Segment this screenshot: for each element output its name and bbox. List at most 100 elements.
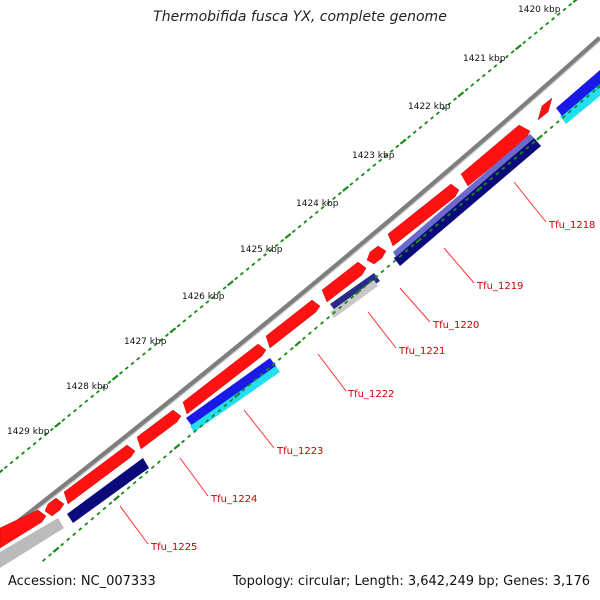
outer-tick-marks: [0, 0, 578, 474]
inner-tick: [398, 254, 403, 258]
outer-tick: [49, 427, 54, 432]
outer-tick: [556, 12, 561, 16]
outer-tick: [182, 319, 187, 323]
outer-tick: [303, 220, 308, 224]
inner-tick: [471, 192, 476, 197]
inner-tick: [507, 161, 512, 166]
outer-tick: [572, 0, 578, 4]
outer-tick: [159, 338, 164, 342]
inner-tick: [585, 94, 590, 99]
outer-tick: [349, 182, 354, 186]
outer-tick: [124, 366, 129, 370]
inner-tick: [332, 310, 337, 315]
inner-tick: [338, 305, 343, 310]
gene-reverse-dark-3: [67, 458, 149, 523]
outer-tick: [533, 31, 538, 35]
outer-tick: [383, 153, 388, 158]
forward-strand-genes: [0, 97, 553, 549]
outer-tick: [61, 418, 66, 422]
outer-tick: [297, 224, 302, 229]
inner-tick: [350, 295, 355, 300]
inner-tick: [579, 99, 584, 104]
inner-tick: [102, 506, 107, 511]
gene-forward-1: [537, 97, 553, 121]
inner-tick: [404, 249, 409, 253]
outer-tick: [476, 78, 481, 83]
gene-forward-6: [265, 299, 321, 349]
inner-tick: [247, 383, 252, 387]
inner-tick: [48, 553, 52, 557]
gene-forward-3: [387, 183, 460, 247]
gene-reverse-gray-2: [0, 518, 64, 568]
inner-tick: [84, 522, 89, 526]
outer-tick: [395, 144, 400, 149]
inner-tick: [440, 218, 445, 222]
inner-tick: [368, 279, 373, 284]
outer-tick: [515, 44, 522, 51]
outer-tick: [342, 185, 349, 192]
genome-backbone-highlight: [0, 40, 600, 540]
scale-label-1429: 1429 kbp: [7, 427, 50, 437]
outer-tick: [407, 135, 411, 139]
outer-tick: [487, 68, 492, 73]
leader-tfu-1219: [443, 247, 475, 284]
scale-label-1423: 1423 kbp: [352, 151, 395, 161]
inner-tick-marks: [42, 84, 600, 562]
outer-tick: [424, 120, 429, 125]
outer-tick: [418, 125, 423, 130]
outer-tick: [389, 149, 394, 153]
inner-tick: [592, 89, 596, 93]
outer-tick: [332, 196, 337, 201]
inner-tick: [60, 542, 65, 547]
inner-tick: [223, 403, 228, 408]
inner-tick: [187, 434, 191, 439]
inner-tick: [132, 480, 137, 485]
outer-tick: [562, 7, 567, 12]
inner-tick: [90, 516, 95, 521]
inner-tick: [326, 316, 330, 320]
scale-label-1422: 1422 kbp: [408, 102, 451, 112]
outer-tick: [527, 35, 532, 40]
inner-tick: [66, 537, 71, 542]
inner-tick: [72, 532, 77, 537]
scale-label-1427: 1427 kbp: [124, 337, 167, 347]
outer-tick: [291, 229, 296, 234]
gene-label-tfu-1220: Tfu_1220: [432, 320, 479, 331]
outer-tick: [545, 21, 550, 26]
inner-tick: [138, 475, 143, 480]
inner-tick: [301, 336, 306, 341]
outer-tick: [227, 280, 234, 287]
inner-tick: [126, 486, 131, 490]
outer-tick: [366, 168, 371, 172]
gene-reverse-dark-1: [394, 138, 541, 266]
outer-tick: [326, 201, 331, 205]
leader-tfu-1221: [367, 311, 397, 349]
inner-tick: [549, 125, 554, 130]
gene-forward-7: [182, 343, 267, 415]
gene-leader-lines: [119, 181, 547, 545]
inner-tick: [428, 228, 433, 233]
outer-tick: [499, 59, 504, 64]
scale-label-1421: 1421 kbp: [463, 54, 506, 64]
inner-tick: [354, 288, 362, 296]
inner-tick: [217, 408, 222, 413]
inner-tick: [596, 84, 600, 90]
inner-tick: [519, 151, 524, 155]
inner-tick: [294, 340, 302, 347]
outer-tick: [205, 300, 210, 304]
outer-tick: [0, 468, 4, 474]
outer-tick: [84, 399, 89, 404]
outer-tick: [539, 26, 544, 31]
inner-tick: [108, 501, 113, 506]
outer-tick: [193, 309, 198, 314]
inner-tick: [193, 429, 198, 434]
inner-tick: [181, 439, 185, 444]
inner-tick: [42, 558, 46, 562]
outer-tick: [309, 215, 313, 219]
outer-tick: [464, 87, 469, 92]
gene-labels: Tfu_1218 Tfu_1219 Tfu_1220 Tfu_1221 Tfu_…: [150, 220, 595, 553]
outer-tick: [153, 342, 158, 347]
gene-reverse-dark-2: [330, 273, 380, 312]
inner-tick: [501, 166, 506, 171]
outer-tick: [355, 177, 360, 182]
